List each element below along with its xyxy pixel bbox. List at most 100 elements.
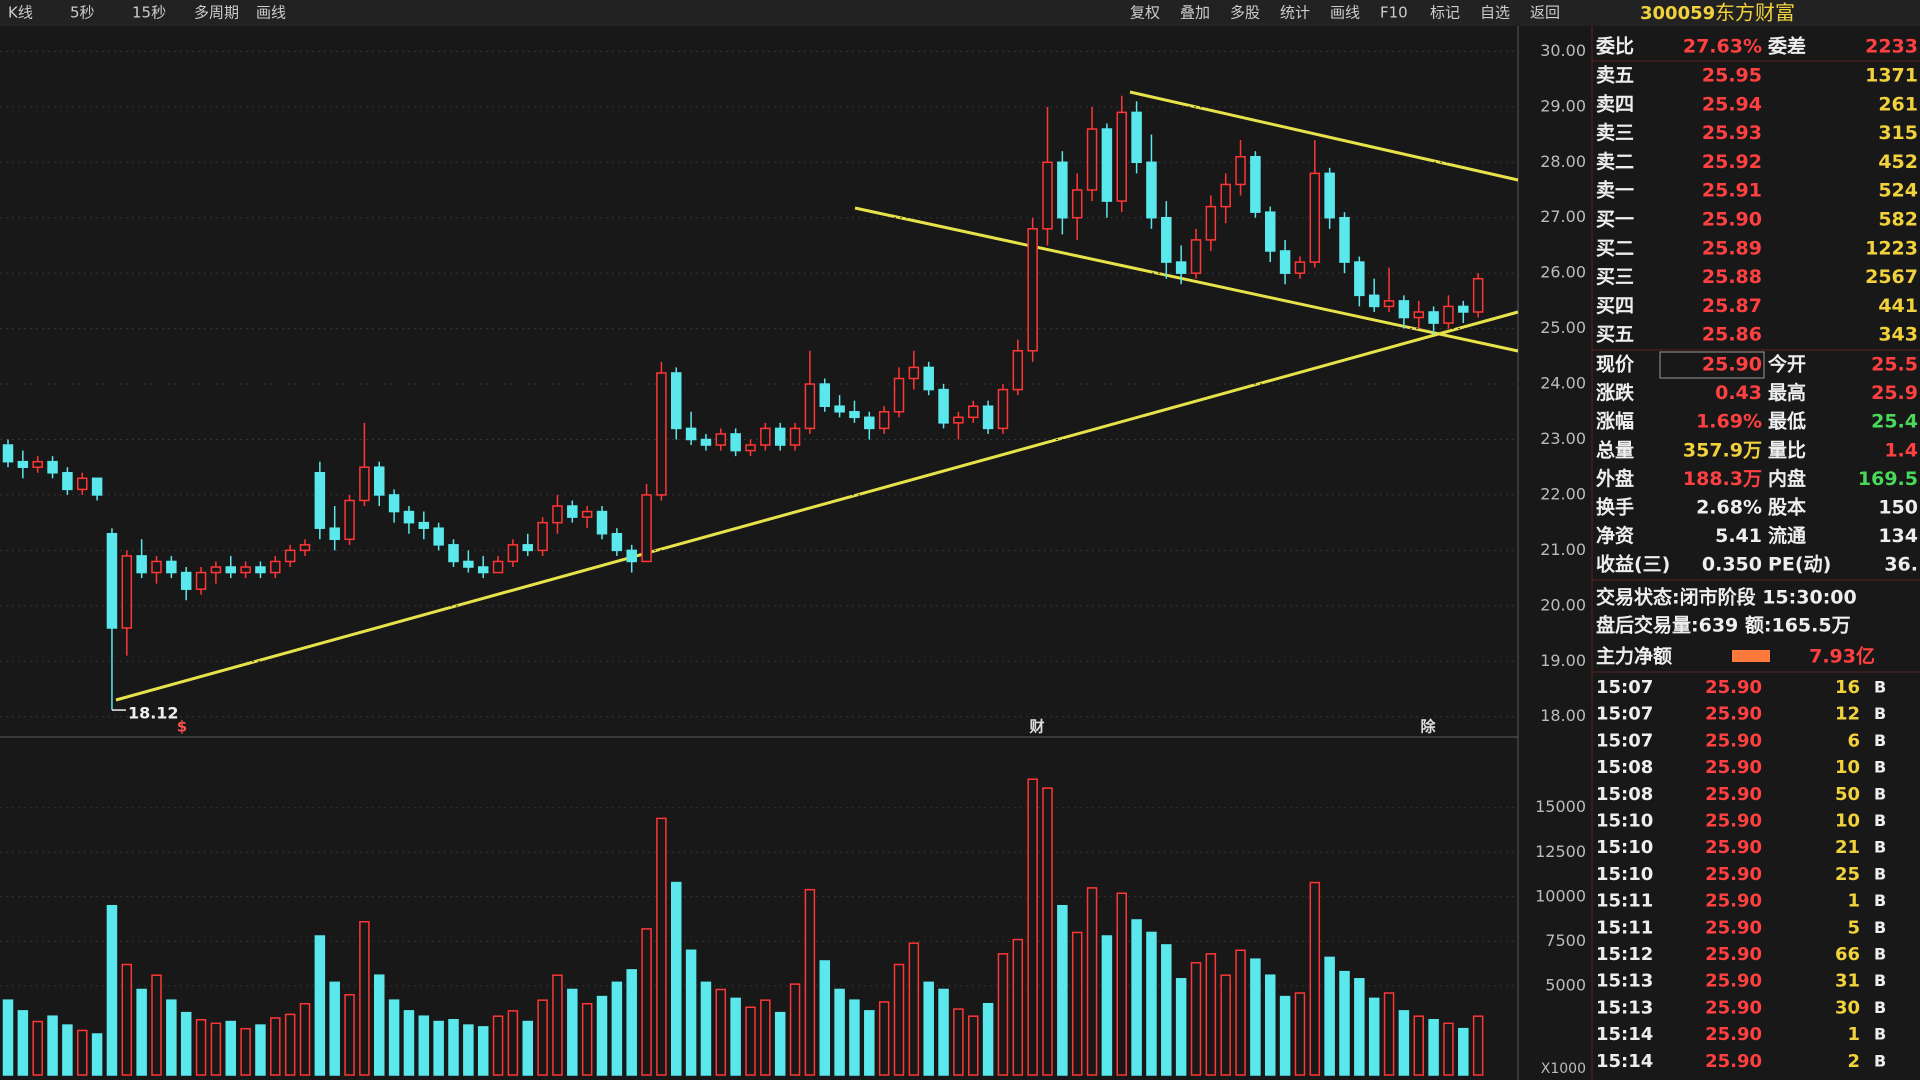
candle-body [804,383,816,430]
panel-label: 涨幅 [1596,410,1634,433]
candle-body [953,416,964,424]
volume-bar [982,1002,994,1076]
order-volume: 452 [1878,151,1918,173]
panel-label: 委比 [1595,36,1634,58]
order-price: 25.91 [1702,180,1762,202]
candle-body [730,433,741,452]
panel-value: 1.4 [1884,439,1918,461]
candle-body [1175,261,1187,274]
order-price: 25.87 [1702,295,1762,317]
candle-body [878,411,890,430]
candle-body [270,560,281,574]
volume-bar [106,904,118,1076]
tick-volume: 31 [1835,971,1860,992]
y-tick-label: 29.00 [1540,96,1586,115]
volume-bar [359,921,370,1076]
volume-bar [567,988,578,1076]
tick-flag: B [1874,838,1886,857]
tick-volume: 50 [1835,784,1860,805]
tick-price: 25.90 [1705,971,1762,992]
candle-body [745,444,756,452]
candle-body [1413,311,1424,319]
candle-body [299,544,311,552]
order-volume: 2567 [1865,266,1918,288]
order-volume: 261 [1878,93,1918,115]
candle-body [1324,172,1335,219]
status-line: 交易状态:闭市阶段 15:30:00 [1596,586,1857,609]
order-label: 买二 [1596,237,1634,259]
volume-bar [834,988,845,1076]
candle-body [314,472,326,529]
tick-time: 15:13 [1596,971,1653,992]
toolbar-button[interactable]: 自选 [1480,4,1510,22]
toolbar-button[interactable]: 画线 [1330,4,1360,22]
tick-volume: 12 [1835,704,1860,725]
panel-label: 股本 [1768,496,1806,519]
candle-body [864,416,875,430]
y-tick-label: 25.00 [1540,318,1586,337]
volume-bar [1205,953,1217,1076]
volume-bar [180,1011,192,1076]
candle-body [166,560,177,574]
order-label: 买一 [1596,209,1634,231]
volume-bar [700,981,712,1076]
order-volume: 1371 [1865,65,1918,87]
toolbar-button[interactable]: 叠加 [1180,4,1210,22]
toolbar-button[interactable]: 标记 [1430,4,1460,22]
candle-body [1354,261,1365,297]
candle-body [106,532,118,629]
volume-bar [760,999,771,1076]
toolbar-button[interactable]: 统计 [1280,4,1310,22]
toolbar-button[interactable]: K线 [8,4,33,22]
candle-body [151,560,162,574]
volume-bar [1042,787,1053,1076]
volume-bar [492,1015,504,1076]
tick-volume: 10 [1835,757,1860,778]
candle-body [656,372,667,496]
volume-bar [923,981,934,1076]
candle-body [1161,216,1172,263]
tick-flag: B [1874,731,1886,750]
tick-time: 15:13 [1596,997,1653,1018]
tick-price: 25.90 [1705,811,1762,832]
tick-volume: 66 [1835,944,1860,965]
tick-volume: 30 [1835,997,1860,1018]
volume-bar [1458,1027,1469,1076]
order-label: 买三 [1596,266,1634,288]
toolbar-button[interactable]: 15秒 [132,4,166,22]
toolbar-button[interactable]: 复权 [1130,4,1160,22]
toolbar-button[interactable]: 多股 [1230,4,1260,22]
volume-bar [62,1024,73,1076]
tick-price: 25.90 [1705,837,1762,858]
toolbar-button[interactable]: 返回 [1530,4,1560,22]
tick-flag: B [1874,704,1886,723]
tick-volume: 5 [1847,917,1860,938]
panel-label: 量比 [1768,439,1806,461]
y-tick-label: 7500 [1545,931,1586,950]
volume-bar [1250,958,1261,1076]
volume-bar [656,817,667,1076]
toolbar-button[interactable]: 多周期 [194,4,239,22]
volume-bar [1472,1015,1484,1076]
panel-value: 0.43 [1715,382,1762,404]
volume-bar [864,1010,875,1076]
panel-label: 今开 [1767,353,1806,376]
tick-flag: B [1874,891,1886,910]
tick-flag: B [1874,864,1886,883]
toolbar-button[interactable]: F10 [1380,4,1408,22]
volume-bar [581,1002,593,1076]
toolbar-button[interactable]: 5秒 [70,4,95,22]
order-volume: 524 [1878,180,1918,202]
panel-label: 流通 [1768,524,1807,547]
order-volume: 1223 [1865,237,1918,259]
volume-bar [2,999,14,1076]
volume-bar [789,983,801,1076]
volume-bar [1071,931,1083,1076]
order-volume: 441 [1878,295,1918,317]
candle-body [567,505,578,518]
order-price: 25.94 [1702,93,1762,115]
toolbar-button[interactable]: 画线 [256,4,286,22]
volume-bar [730,997,741,1076]
volume-bar [388,999,400,1076]
volume-bar [1324,956,1335,1076]
